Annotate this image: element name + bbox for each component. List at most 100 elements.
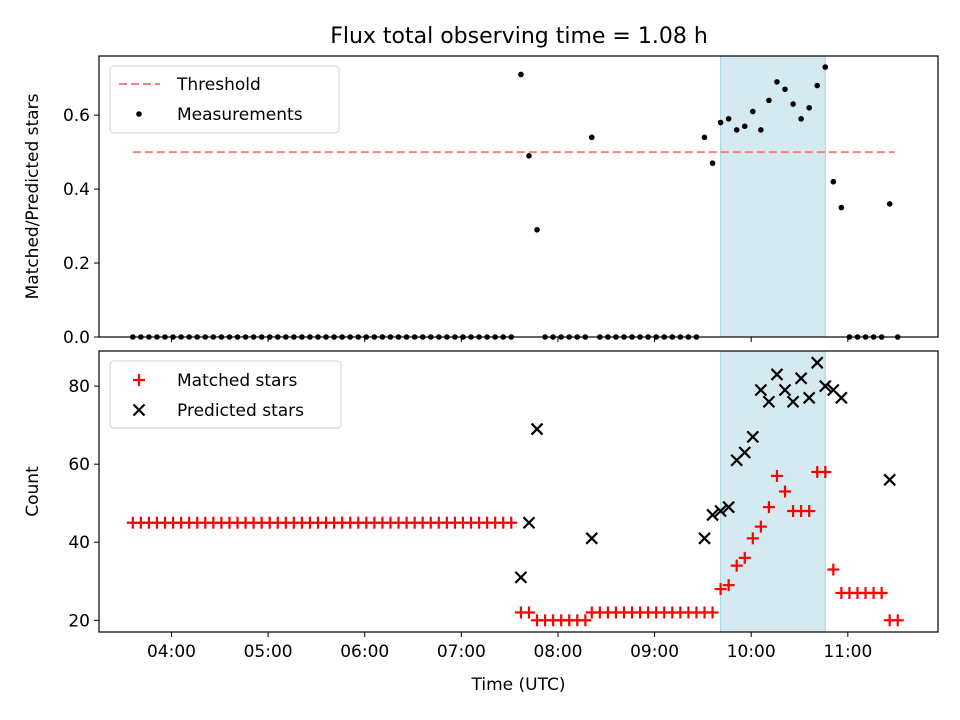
measurement-point xyxy=(838,204,845,211)
x-tick-label: 04:00 xyxy=(147,642,196,662)
y-tick-label: 20 xyxy=(68,611,90,631)
legend-measurements-label: Measurements xyxy=(177,105,303,125)
measurement-point xyxy=(717,119,724,126)
x-tick-label: 05:00 xyxy=(244,642,293,662)
legend-matched-marker xyxy=(133,374,145,386)
predicted-star-point xyxy=(818,379,832,393)
matched-star-point xyxy=(819,465,832,478)
predicted-star-point xyxy=(778,383,792,397)
measurement-point xyxy=(886,201,893,207)
predicted-star-point xyxy=(698,532,711,545)
matched-star-point xyxy=(738,551,751,564)
matched-star-point xyxy=(714,583,727,596)
top-legend-box xyxy=(109,65,340,134)
x-tick-label: 11:00 xyxy=(823,642,872,662)
matched-star-point xyxy=(762,501,775,514)
measurement-point xyxy=(814,82,821,89)
legend-threshold-label: Threshold xyxy=(176,75,261,95)
predicted-star-point xyxy=(585,532,599,545)
x-tick-label: 06:00 xyxy=(340,642,389,662)
x-axis-label: Time (UTC) xyxy=(471,675,566,695)
predicted-star-point xyxy=(794,372,808,385)
predicted-star-point xyxy=(770,368,784,381)
matched-star-point xyxy=(746,532,759,545)
measurement-point xyxy=(782,86,788,93)
measurement-point xyxy=(750,108,756,115)
y-tick-label: 0.6 xyxy=(63,106,90,126)
legend-predicted-label: Predicted stars xyxy=(177,401,304,421)
y-tick-label: 80 xyxy=(68,377,90,397)
predicted-star-point xyxy=(530,422,544,436)
predicted-star-point xyxy=(802,391,816,405)
matched-star-point xyxy=(803,505,816,518)
measurement-point xyxy=(774,79,780,85)
predicted-star-point xyxy=(883,473,896,487)
top-y-ticks: 0.0 0.2 0.4 0.6 xyxy=(63,106,99,348)
measurement-point xyxy=(830,178,837,185)
top-y-label: Matched/Predicted stars xyxy=(23,93,43,299)
predicted-star-point xyxy=(514,571,528,584)
x-tick-label: 08:00 xyxy=(533,642,582,662)
y-tick-label: 0.4 xyxy=(63,180,90,200)
top-highlight-span xyxy=(720,55,826,338)
top-x-ticks xyxy=(170,337,849,342)
legend-measurements-marker xyxy=(136,111,142,117)
measurement-point xyxy=(790,101,796,107)
measurement-point xyxy=(725,116,732,122)
measurement-point xyxy=(518,71,524,78)
y-tick-label: 0.0 xyxy=(63,328,90,348)
matched-star-point xyxy=(505,516,518,529)
top-axes-frame xyxy=(98,55,939,338)
matched-star-point xyxy=(770,469,783,482)
bottom-axes-frame xyxy=(98,350,939,633)
measurement-point xyxy=(822,64,829,70)
measurement-point xyxy=(758,127,764,133)
matched-star-point xyxy=(779,485,792,498)
bottom-y-ticks: 20 40 60 80 xyxy=(68,377,99,631)
legend-matched-label: Matched stars xyxy=(177,371,297,391)
predicted-star-point xyxy=(810,356,824,369)
count-points xyxy=(126,356,904,627)
measurement-point xyxy=(526,153,532,159)
predicted-star-point xyxy=(786,395,800,409)
x-tick-label: 09:00 xyxy=(630,642,679,662)
matched-star-point xyxy=(706,606,719,619)
chart-title: Flux total observing time = 1.08 h xyxy=(330,24,708,49)
bottom-legend-box xyxy=(109,360,342,429)
bottom-x-ticks: 04:00 05:00 06:00 07:00 08:00 09:00 10:00 11:00 xyxy=(147,632,872,662)
y-tick-label: 0.2 xyxy=(63,254,90,274)
matched-star-point xyxy=(754,520,767,533)
measurement-point xyxy=(588,134,595,141)
matched-star-point xyxy=(891,614,904,627)
measurement-point xyxy=(741,123,748,130)
x-tick-label: 10:00 xyxy=(727,642,776,662)
measurement-point xyxy=(709,160,716,167)
measurement-point xyxy=(766,97,772,104)
predicted-star-point xyxy=(738,446,752,459)
matched-star-point xyxy=(875,586,888,599)
predicted-star-point xyxy=(706,508,719,522)
matched-star-point xyxy=(827,563,840,576)
predicted-star-point xyxy=(722,500,735,514)
measurement-point xyxy=(806,104,812,111)
top-panel: 0.0 0.2 0.4 0.6 Matched/Predicted stars Thr… xyxy=(23,55,939,348)
bottom-y-label: Count xyxy=(23,466,43,517)
measurement-point xyxy=(798,116,804,122)
measurement-point xyxy=(733,127,740,133)
matched-star-point xyxy=(730,559,743,572)
predicted-star-point xyxy=(754,383,768,397)
predicted-star-point xyxy=(835,391,848,405)
predicted-star-point xyxy=(522,516,536,530)
predicted-star-point xyxy=(714,504,727,518)
matched-star-point xyxy=(579,614,592,627)
predicted-star-point xyxy=(746,430,760,444)
legend-predicted-marker xyxy=(132,403,146,417)
bottom-legend: Matched stars Predicted stars xyxy=(109,360,342,429)
bottom-highlight-span xyxy=(720,350,826,633)
measurement-point xyxy=(701,134,708,141)
matched-star-point xyxy=(722,579,735,592)
matched-star-point xyxy=(522,606,535,619)
top-legend: Threshold Measurements xyxy=(109,65,340,134)
y-tick-label: 60 xyxy=(68,455,90,475)
